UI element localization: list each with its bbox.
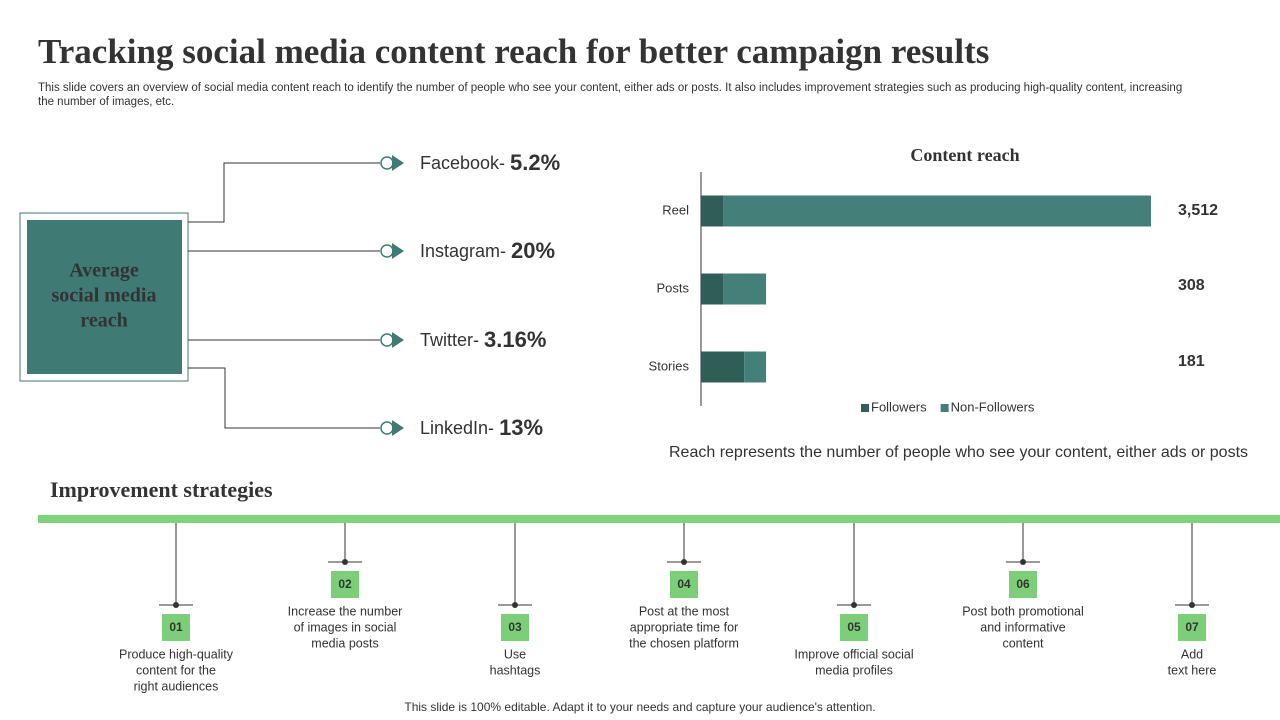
stem-dot (1189, 602, 1195, 608)
legend-swatch (940, 404, 949, 412)
platform-name: Facebook- (420, 153, 510, 173)
step-text: Improve official social (794, 647, 913, 661)
total-label: 3,512 (1178, 202, 1218, 219)
node-circle (380, 156, 394, 170)
bar-segment (744, 351, 767, 383)
step-number: 06 (1016, 577, 1030, 591)
legend-swatch (861, 404, 869, 412)
footer: This slide is 100% editable. Adapt it to… (404, 700, 875, 714)
node-circle (380, 244, 394, 258)
step-number: 05 (847, 620, 861, 634)
bar-segment (723, 273, 767, 305)
total-label: 181 (1178, 353, 1205, 370)
step-number: 01 (169, 620, 183, 634)
step-text: and informative (980, 620, 1066, 634)
platform-label: Facebook- 5.2% (420, 150, 560, 175)
category-label: Reel (662, 202, 689, 217)
step-box (331, 571, 359, 598)
step-text: media profiles (815, 663, 893, 677)
chart-title: Content reach (910, 145, 1019, 165)
category-label: Stories (649, 358, 690, 373)
chart-note: Reach represents the number of people wh… (669, 444, 1248, 461)
node-arrow (392, 332, 404, 348)
step-box (162, 614, 190, 641)
total-label: 308 (1178, 277, 1205, 294)
step-text: Produce high-quality (119, 647, 234, 661)
step-text: text here (1168, 663, 1217, 677)
step-text: content (1002, 636, 1044, 650)
platform-name: LinkedIn- (420, 418, 499, 438)
platform-name: Twitter- (420, 330, 484, 350)
section-heading: Improvement strategies (50, 477, 273, 502)
platform-value: 20% (511, 238, 555, 263)
step-number: 07 (1185, 620, 1199, 634)
step-box (1178, 614, 1206, 641)
stem-dot (342, 559, 348, 565)
step-number: 02 (338, 577, 352, 591)
stem-dot (173, 602, 179, 608)
stem-dot (512, 602, 518, 608)
legend-label: Followers (871, 399, 927, 414)
node-arrow (392, 243, 404, 259)
step-text: the chosen platform (629, 636, 739, 650)
hub-label: reach (80, 310, 127, 332)
subtitle-line: This slide covers an overview of social … (38, 82, 1182, 94)
step-text: content for the (136, 663, 216, 677)
category-label: Posts (656, 280, 689, 295)
node-arrow (392, 420, 404, 436)
subtitle-line: the number of images, etc. (38, 96, 174, 108)
platform-value: 5.2% (510, 150, 560, 175)
step-text: Post at the most (639, 604, 730, 618)
step-box (670, 571, 698, 598)
step-text: right audiences (134, 679, 219, 693)
step-text: Increase the number (288, 604, 403, 618)
bar-segment (701, 195, 724, 227)
platform-name: Instagram- (420, 241, 511, 261)
step-box (1009, 571, 1037, 598)
platform-value: 13% (499, 415, 543, 440)
step-box (501, 614, 529, 641)
step-number: 04 (677, 577, 691, 591)
hub-label: social media (52, 285, 157, 307)
timeline-bar (38, 515, 1280, 523)
stem-dot (851, 602, 857, 608)
step-number: 03 (508, 620, 522, 634)
bar-segment (701, 273, 724, 305)
step-text: Post both promotional (962, 604, 1084, 618)
hub-label: Average (69, 260, 139, 282)
connectors (188, 162, 380, 429)
node-circle (380, 333, 394, 347)
step-text: appropriate time for (630, 620, 738, 634)
slide-title: Tracking social media content reach for … (38, 32, 989, 71)
step-text: Add (1181, 647, 1203, 661)
platform-label: LinkedIn- 13% (420, 415, 543, 440)
stem-dot (1020, 559, 1026, 565)
stem-dot (681, 559, 687, 565)
node-arrow (392, 155, 404, 171)
step-text: hashtags (490, 663, 541, 677)
bar-segment (723, 195, 1151, 227)
bar-segment (701, 351, 745, 383)
step-text: of images in social (294, 620, 397, 634)
node-circle (380, 421, 394, 435)
platform-value: 3.16% (484, 327, 546, 352)
legend-label: Non-Followers (951, 399, 1035, 414)
platform-label: Twitter- 3.16% (420, 327, 546, 352)
step-text: Use (504, 647, 526, 661)
hub-border (19, 212, 189, 382)
step-text: media posts (311, 636, 378, 650)
hub-box (27, 220, 182, 374)
step-box (840, 614, 868, 641)
platform-label: Instagram- 20% (420, 238, 555, 263)
